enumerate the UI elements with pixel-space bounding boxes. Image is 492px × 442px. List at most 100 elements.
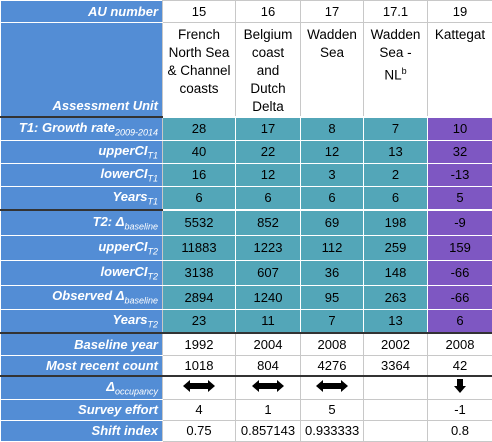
cell: 2008 xyxy=(428,333,492,355)
cell: 10 xyxy=(428,117,492,140)
cell: 0.933333 xyxy=(301,420,364,441)
cell: 852 xyxy=(236,210,301,235)
cell: 5 xyxy=(428,186,492,210)
label-sub: baseline xyxy=(124,296,158,306)
cell: 3364 xyxy=(364,355,428,376)
row-label: Baseline year xyxy=(1,333,163,355)
cell: 159 xyxy=(428,235,492,260)
cell: 6 xyxy=(364,186,428,210)
label-sub: T1 xyxy=(147,150,158,160)
cell: 112 xyxy=(301,235,364,260)
cell: 12 xyxy=(301,140,364,163)
cell: 0.8 xyxy=(428,420,492,441)
row-label: Shift index xyxy=(1,420,163,441)
cell: -1 xyxy=(428,399,492,420)
cell: -66 xyxy=(428,260,492,285)
unit-name: Belgium coast and Dutch Delta xyxy=(236,23,301,118)
cell: 7 xyxy=(301,309,364,333)
cell: 804 xyxy=(236,355,301,376)
cell: 40 xyxy=(163,140,236,163)
cell xyxy=(364,399,428,420)
cell: 0.857143 xyxy=(236,420,301,441)
label-text: Δ xyxy=(106,379,115,394)
cell: 36 xyxy=(301,260,364,285)
row-label: T1: Growth rate2009-2014 xyxy=(1,117,163,140)
name-note: b xyxy=(402,66,407,76)
name-text: Wadden Sea xyxy=(307,27,357,60)
row-label: lowerCIT2 xyxy=(1,260,163,285)
row-label: Observed Δbaseline xyxy=(1,285,163,309)
row-label: Most recent count xyxy=(1,355,163,376)
row-label: Survey effort xyxy=(1,399,163,420)
label-text: Most recent count xyxy=(46,358,158,373)
both-arrow xyxy=(314,379,350,393)
cell: 2008 xyxy=(301,333,364,355)
label-sub: T1 xyxy=(147,173,158,183)
cell: 13 xyxy=(364,309,428,333)
label-text: T2: Δ xyxy=(93,214,125,229)
unit-name: Wadden Sea - NLb xyxy=(364,23,428,118)
label-sub: T2 xyxy=(147,271,158,281)
name-text: Belgium coast and Dutch Delta xyxy=(244,27,293,114)
row-label: YearsT1 xyxy=(1,186,163,210)
cell: 6 xyxy=(163,186,236,210)
both-arrow xyxy=(250,379,286,393)
cell: 8 xyxy=(301,117,364,140)
unit-name: Wadden Sea xyxy=(301,23,364,118)
cell: 0.75 xyxy=(163,420,236,441)
label-text: Shift index xyxy=(92,423,158,438)
cell: -66 xyxy=(428,285,492,309)
cell: 3138 xyxy=(163,260,236,285)
unit-name: Kattegat xyxy=(428,23,492,118)
cell: 28 xyxy=(163,117,236,140)
cell: 1 xyxy=(236,399,301,420)
cell: 1223 xyxy=(236,235,301,260)
row-label: upperCIT2 xyxy=(1,235,163,260)
cell: 12 xyxy=(236,163,301,186)
label-text: upperCI xyxy=(98,143,147,158)
occupancy-row: Δoccupancy xyxy=(1,376,492,399)
cell: 263 xyxy=(364,285,428,309)
label-text: Baseline year xyxy=(74,337,158,352)
label-sub: baseline xyxy=(124,222,158,232)
cell: 198 xyxy=(364,210,428,235)
down-arrow xyxy=(453,378,467,394)
cell: 2002 xyxy=(364,333,428,355)
unit-name: French North Sea & Channel coasts xyxy=(163,23,236,118)
cell: 2004 xyxy=(236,333,301,355)
cell: 259 xyxy=(364,235,428,260)
cell xyxy=(364,376,428,399)
cell: 2 xyxy=(364,163,428,186)
row-label: YearsT2 xyxy=(1,309,163,333)
label-text: AU number xyxy=(88,4,158,19)
label-text: Years xyxy=(113,312,148,327)
cell: 95 xyxy=(301,285,364,309)
label-text: Years xyxy=(113,189,148,204)
name-text: French North Sea & Channel coasts xyxy=(167,27,230,96)
cell: 148 xyxy=(364,260,428,285)
cell: 5 xyxy=(301,399,364,420)
row-label: Assessment Unit xyxy=(1,23,163,118)
both-arrow xyxy=(181,379,217,393)
cell: 4276 xyxy=(301,355,364,376)
cell: 17 xyxy=(236,117,301,140)
label-text: lowerCI xyxy=(101,264,148,279)
row-label: lowerCIT1 xyxy=(1,163,163,186)
cell: 5532 xyxy=(163,210,236,235)
row-label: AU number xyxy=(1,1,163,23)
label-sub: occupancy xyxy=(115,387,158,397)
cell: 7 xyxy=(364,117,428,140)
label-sub: 2009-2014 xyxy=(115,128,158,138)
